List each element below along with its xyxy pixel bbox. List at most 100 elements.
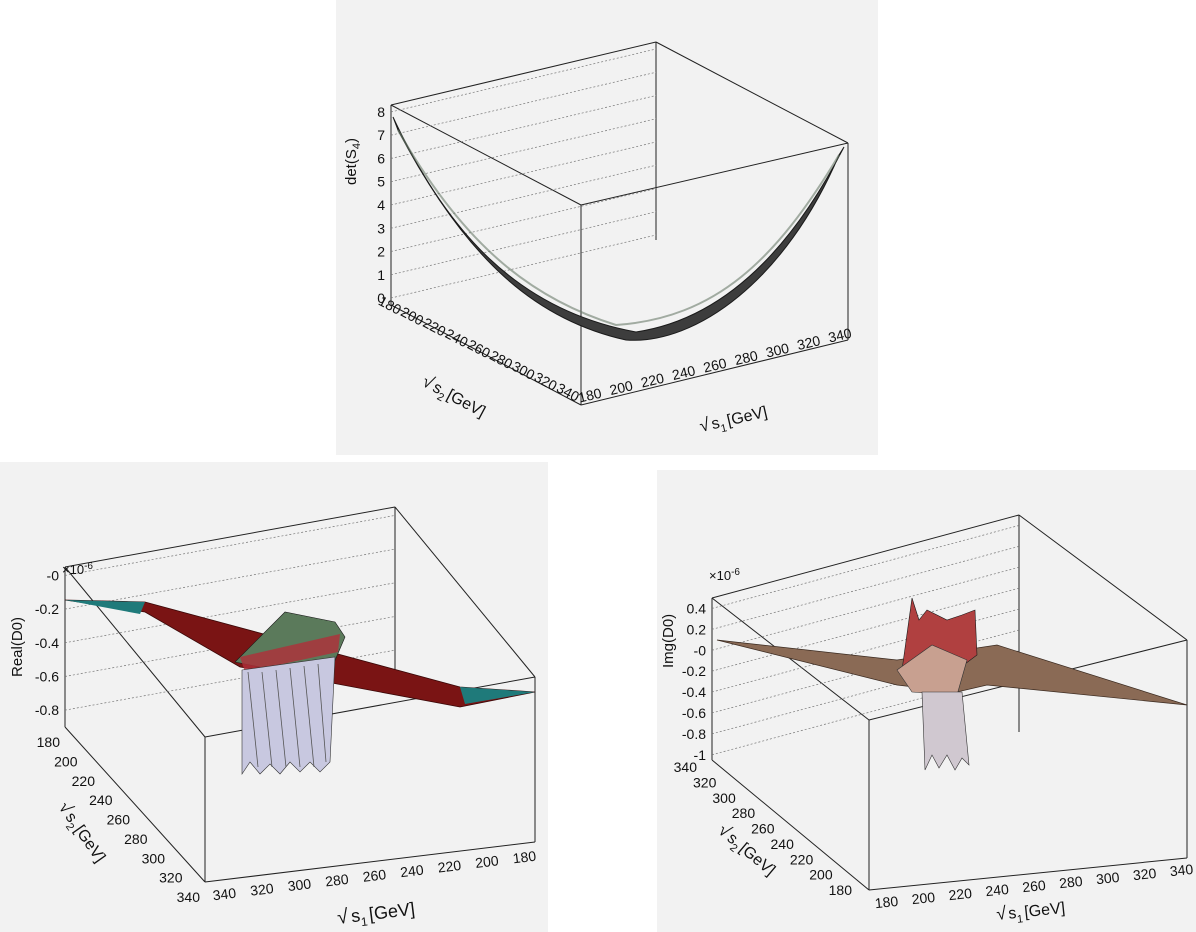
z-tick-label: -0 [694, 642, 707, 658]
chart-panel-img-d0: ×10-6 Img(D0) 0.4 0.2 -0 -0.2 -0.4 -0.6 -0.8 -1… [657, 470, 1196, 932]
s1-tick-label: 260 [702, 355, 729, 376]
s1-tick-label: 280 [733, 347, 760, 368]
sqrt-symbol: √ [995, 903, 1007, 924]
z-tick-label: 1 [377, 267, 385, 283]
s1-tick-label: 200 [474, 852, 499, 871]
s1-tick-label: 240 [399, 862, 424, 881]
spike-down [241, 656, 336, 775]
z-gridline [390, 118, 657, 183]
frame-back-top-left [390, 41, 657, 106]
s1-tick-label: 300 [1095, 869, 1120, 887]
axis-s2-line [390, 304, 582, 406]
s1-tick-label: 280 [1058, 873, 1083, 891]
s2-tick-label: 240 [771, 836, 795, 852]
s2-tick-labels: 180 200 220 240 260 280 300 320 340 [37, 734, 201, 905]
s1-tick-label: 200 [911, 889, 936, 907]
spike-down [921, 691, 970, 771]
s1-tick-label: 340 [212, 885, 237, 904]
z-tick-label: -0.8 [35, 702, 59, 718]
s2-tick-label: 200 [809, 867, 833, 883]
gridlines [390, 48, 657, 299]
z-gridline [711, 566, 1020, 651]
s1-unit: [GeV] [368, 899, 416, 924]
s1-tick-label: 180 [577, 385, 604, 406]
s2-tick-label: 320 [693, 774, 717, 790]
z-gridline [390, 71, 657, 136]
axis-s2-line [64, 726, 206, 883]
frame-front-top-left [390, 104, 582, 206]
s1-tick-label: 340 [1169, 861, 1194, 879]
z-gridline [711, 546, 1020, 630]
s1-label: s [350, 905, 361, 926]
spike-region [234, 611, 346, 775]
frame-front-top-right [580, 142, 849, 206]
spike-center [896, 644, 968, 696]
s2-tick-label: 300 [712, 790, 736, 806]
s2-tick-label: 340 [177, 889, 201, 905]
frame-front-left [64, 566, 206, 738]
frame-back-top [64, 506, 396, 568]
s1-tick-label: 180 [874, 893, 899, 911]
z-tick-label: -0.2 [35, 601, 59, 617]
frame-front-left [711, 597, 870, 721]
z-gridline [390, 188, 657, 252]
frame-box [390, 41, 849, 406]
s1-tick-label: 320 [795, 332, 822, 353]
z-tick-label: 5 [377, 174, 385, 190]
s1-label: s [710, 415, 722, 433]
z-gridline [64, 515, 396, 576]
spike-region [896, 597, 978, 771]
s1-tick-label: 300 [764, 340, 791, 361]
s1-tick-label: 220 [437, 857, 462, 876]
z-gridline [390, 211, 657, 276]
s2-unit: [GeV] [444, 387, 488, 421]
img-d0-chart: ×10-6 Img(D0) 0.4 0.2 -0 -0.2 -0.4 -0.6 -0.8 -1… [660, 514, 1194, 926]
s2-subscript: 2 [63, 821, 76, 833]
s1-subscript: 1 [720, 422, 729, 435]
s1-label: s [1008, 905, 1018, 923]
surface-edge-left [65, 600, 145, 614]
s1-tick-label: 240 [670, 362, 697, 383]
s2-unit: [GeV] [71, 822, 108, 865]
frame-back-right [394, 506, 536, 678]
s2-axis-title: √ s 2 [GeV] [419, 371, 488, 421]
s1-tick-label: 320 [1132, 865, 1157, 883]
s1-tick-label: 180 [512, 848, 537, 867]
z-tick-label: 0.2 [687, 621, 707, 637]
z-multiplier: ×10-6 [709, 567, 740, 583]
s1-tick-label: 340 [827, 325, 854, 346]
z-tick-label: 4 [377, 197, 385, 213]
s1-tick-labels: 180 200 220 240 260 280 300 320 340 [577, 325, 854, 406]
z-multiplier: ×10-6 [62, 561, 93, 577]
z-tick-label: 8 [377, 104, 385, 120]
z-gridline [390, 164, 657, 229]
s2-tick-label: 180 [37, 734, 61, 750]
s1-tick-label: 220 [639, 370, 666, 391]
s1-tick-label: 200 [608, 377, 635, 398]
z-tick-labels: 0.4 0.2 -0 -0.2 -0.4 -0.6 -0.8 -1 [682, 600, 706, 762]
s2-axis-title: √ s 2 [GeV] [55, 798, 108, 866]
s1-axis-title: √ s 1 [GeV] [336, 899, 416, 930]
s2-subscript: 2 [435, 391, 446, 404]
axis-s1-line [580, 339, 849, 406]
surface-det-s4 [392, 116, 845, 341]
sqrt-symbol: √ [336, 906, 350, 929]
s2-tick-label: 340 [674, 759, 698, 775]
z-tick-label: 6 [377, 150, 385, 166]
z-tick-label: 2 [377, 244, 385, 260]
z-tick-label: -0.4 [35, 635, 59, 651]
spike-shadow [247, 663, 327, 768]
s2-tick-label: 200 [54, 753, 78, 769]
z-tick-label: 3 [377, 220, 385, 236]
z-gridline [390, 141, 657, 206]
z-gridline [390, 48, 657, 113]
z-gridline [711, 587, 1020, 672]
z-tick-label: -0.2 [682, 663, 706, 679]
s2-tick-label: 320 [159, 870, 183, 886]
s2-tick-label: 280 [124, 831, 148, 847]
s2-tick-label: 240 [89, 792, 113, 808]
s2-tick-label: 260 [107, 812, 131, 828]
s2-tick-label: 220 [72, 773, 96, 789]
s1-tick-labels: 180 200 220 240 260 280 300 320 340 [874, 861, 1194, 911]
